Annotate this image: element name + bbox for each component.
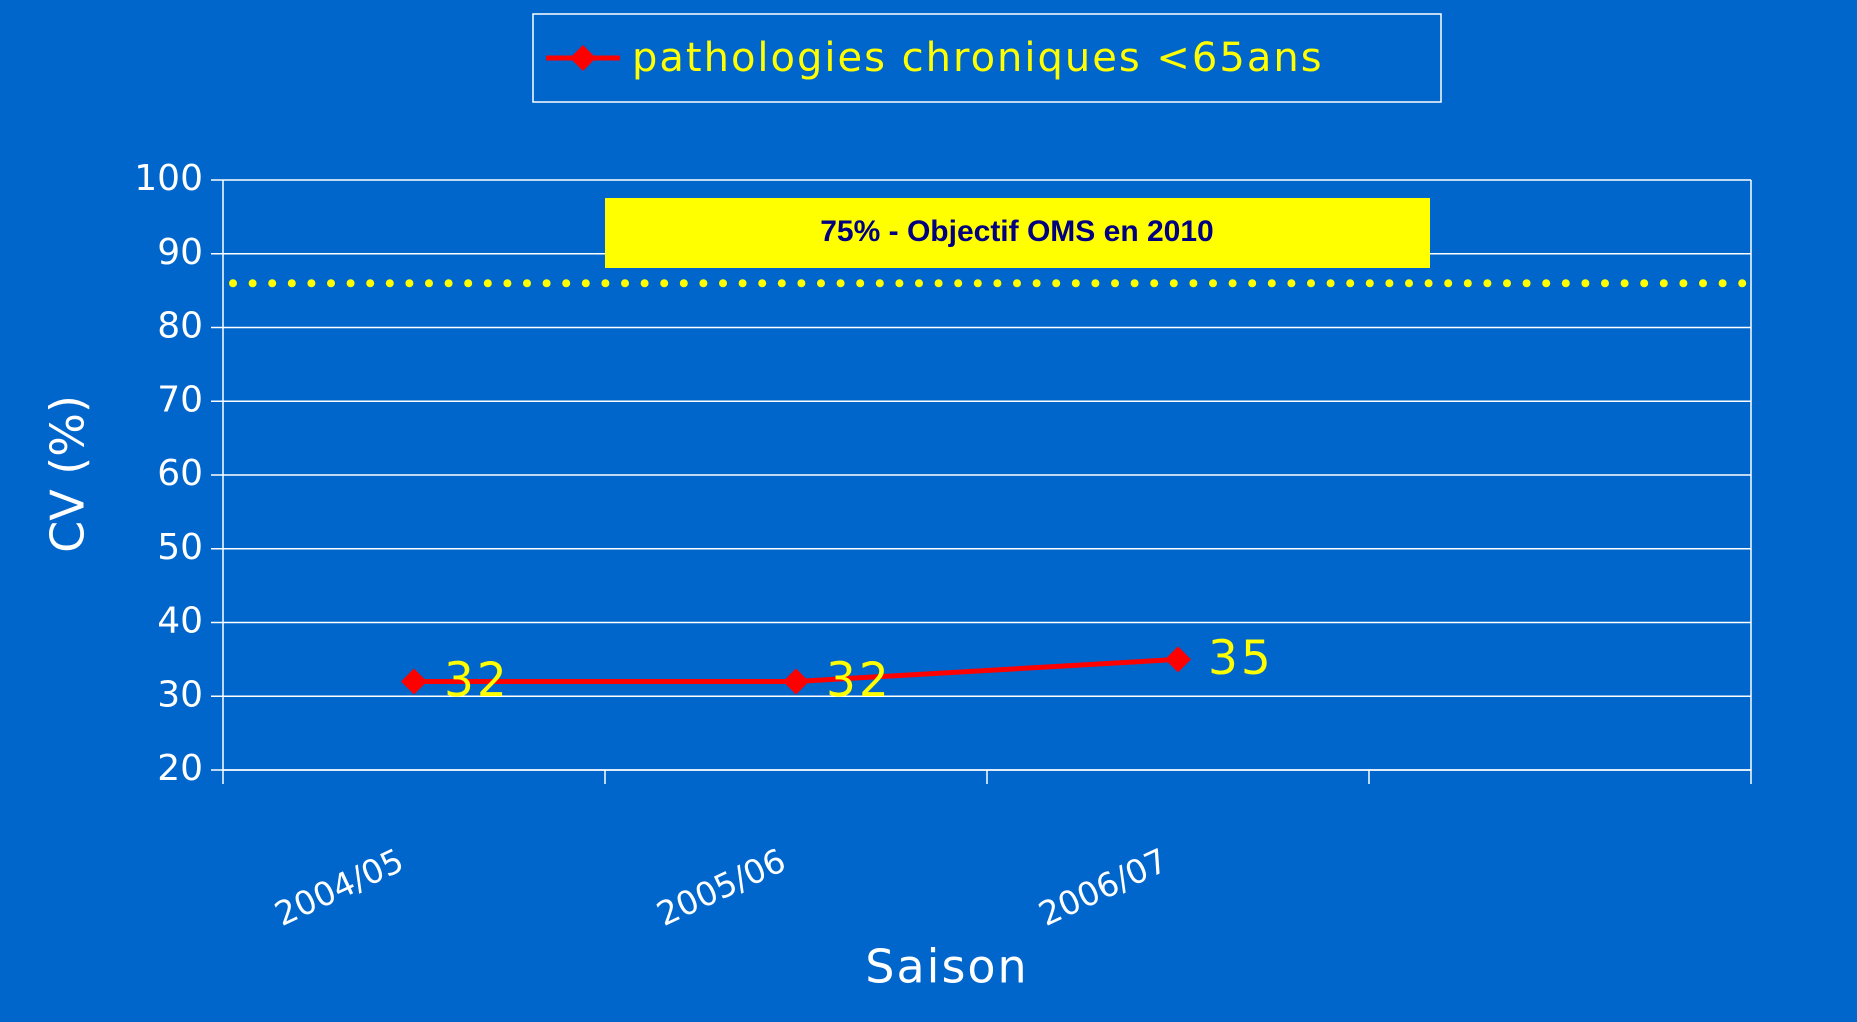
y-tick-label: 50 (157, 527, 203, 568)
y-tick-label: 90 (157, 232, 203, 273)
annotation: 75% - Objectif OMS en 2010 (820, 215, 1213, 248)
marker (401, 668, 427, 695)
y-tick-label: 40 (157, 601, 203, 642)
y-tick-label: 60 (157, 453, 203, 494)
data-label: 32 (826, 653, 892, 708)
y-tick-label: 100 (134, 158, 203, 199)
legend-marker (570, 45, 596, 71)
marker (783, 668, 809, 695)
data-label: 35 (1208, 631, 1274, 686)
y-tick-label: 30 (157, 674, 203, 715)
marker (1165, 646, 1191, 673)
legend-box (532, 13, 1442, 103)
legend-label: pathologies chroniques <65ans (632, 35, 1324, 81)
y-tick-label: 70 (157, 379, 203, 420)
x-axis-title: Saison (865, 940, 1028, 994)
y-axis-title: CV (%) (41, 395, 95, 553)
y-tick-label: 20 (157, 748, 203, 789)
y-tick-label: 80 (157, 306, 203, 347)
annotation-box (605, 198, 1430, 268)
data-label: 32 (444, 653, 510, 708)
